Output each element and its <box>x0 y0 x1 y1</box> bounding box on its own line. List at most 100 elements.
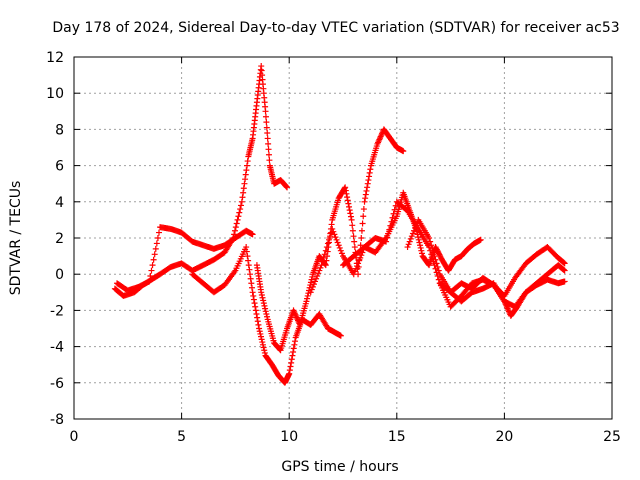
data-point <box>384 234 391 241</box>
data-point <box>357 254 364 261</box>
data-point <box>326 236 333 243</box>
y-tick-label: 8 <box>55 122 64 138</box>
series-sat-d <box>253 126 407 354</box>
data-point <box>366 173 373 180</box>
data-point <box>344 197 351 204</box>
data-point <box>292 338 299 345</box>
data-point <box>256 328 263 335</box>
data-point <box>418 250 425 257</box>
data-point <box>263 311 270 318</box>
data-point <box>391 206 398 213</box>
y-tick-label: 4 <box>55 195 64 211</box>
data-point <box>259 341 266 348</box>
data-point <box>156 229 163 236</box>
data-point <box>252 303 259 310</box>
data-point <box>258 333 265 340</box>
y-axis-label: SDTVAR / TECUs <box>8 181 24 296</box>
data-point <box>258 289 265 296</box>
data-point <box>400 148 407 155</box>
data-point <box>284 184 291 191</box>
data-point <box>237 206 244 213</box>
data-point <box>264 313 271 320</box>
data-point <box>409 230 416 237</box>
data-point <box>260 297 267 304</box>
data-point <box>392 202 399 209</box>
data-point <box>387 222 394 229</box>
data-point <box>318 262 325 269</box>
data-point <box>288 356 295 363</box>
data-point <box>335 242 342 249</box>
data-point <box>260 344 267 351</box>
data-point <box>358 252 365 259</box>
data-point <box>261 349 268 356</box>
data-point <box>328 221 335 228</box>
data-point <box>317 264 324 271</box>
data-point <box>243 248 250 255</box>
y-tick-label: -8 <box>50 412 64 428</box>
data-point <box>237 202 244 209</box>
x-tick-label: 10 <box>280 429 298 445</box>
data-point <box>415 236 422 243</box>
data-point <box>290 349 297 356</box>
data-point <box>287 363 294 370</box>
data-point <box>261 302 268 309</box>
y-tick-label: 10 <box>46 86 64 102</box>
data-point <box>243 167 250 174</box>
data-point <box>307 289 314 296</box>
data-point <box>258 292 265 299</box>
y-tick-label: -4 <box>50 340 64 356</box>
data-point <box>331 231 338 238</box>
x-tick-label: 20 <box>495 429 513 445</box>
data-point <box>430 249 437 256</box>
data-point <box>249 231 256 238</box>
data-point <box>248 284 255 291</box>
data-point <box>240 189 247 196</box>
data-point <box>367 166 374 173</box>
data-point <box>406 238 413 245</box>
data-point <box>309 273 316 280</box>
data-point <box>246 266 253 273</box>
data-point <box>383 238 390 245</box>
data-point <box>364 184 371 191</box>
data-point <box>408 233 415 240</box>
data-point <box>265 140 272 147</box>
data-point <box>249 289 256 296</box>
data-point <box>262 113 269 120</box>
y-tick-label: 12 <box>46 50 64 66</box>
y-tick-label: 2 <box>55 231 64 247</box>
data-point <box>316 267 323 274</box>
data-point <box>243 244 250 251</box>
series-sat-a <box>111 63 291 299</box>
data-point <box>427 238 434 245</box>
data-point <box>304 292 311 299</box>
data-point <box>561 267 568 274</box>
data-point <box>286 367 293 374</box>
data-point <box>334 239 341 246</box>
data-point <box>313 275 320 282</box>
data-point <box>365 177 372 184</box>
data-point <box>411 227 418 234</box>
data-point <box>417 242 424 249</box>
data-point <box>407 235 414 242</box>
data-point <box>561 278 568 285</box>
data-point <box>303 298 310 305</box>
data-point <box>412 225 419 232</box>
data-point <box>351 268 358 275</box>
data-point <box>322 247 329 254</box>
data-point <box>418 247 425 254</box>
data-point <box>242 176 249 183</box>
data-point <box>320 254 327 261</box>
data-point <box>415 234 422 241</box>
data-point <box>405 241 412 248</box>
data-point <box>338 250 345 257</box>
data-point <box>236 209 243 216</box>
data-point <box>363 187 370 194</box>
data-point <box>432 256 439 263</box>
x-tick-label: 15 <box>388 429 406 445</box>
data-point <box>342 184 349 191</box>
data-point <box>416 239 423 246</box>
data-point <box>250 296 257 303</box>
data-point <box>262 305 269 312</box>
data-point <box>350 271 357 278</box>
data-point <box>434 263 441 270</box>
